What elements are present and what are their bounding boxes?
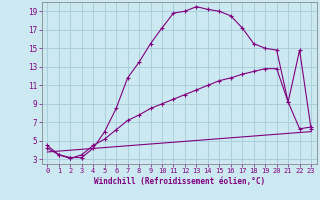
X-axis label: Windchill (Refroidissement éolien,°C): Windchill (Refroidissement éolien,°C) (94, 177, 265, 186)
